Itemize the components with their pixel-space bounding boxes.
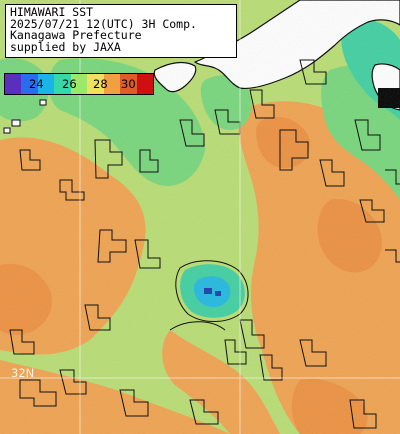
colorbar: 24 26 28 30 — [4, 73, 154, 95]
colorbar-segment — [21, 74, 38, 94]
lat-label: 32N — [11, 366, 35, 380]
colorbar-tick-label: 28 — [93, 77, 108, 91]
title-line-1: HIMAWARI SST — [10, 5, 94, 19]
title-box: HIMAWARI SST 2025/07/21 12(UTC) 3H Comp.… — [5, 4, 237, 58]
title-line-2: 2025/07/21 12(UTC) 3H Comp. — [10, 16, 197, 31]
colorbar-segment — [37, 74, 55, 94]
title-line-3: Kanagawa Prefecture — [10, 28, 142, 42]
colorbar-tick-label: 30 — [121, 77, 136, 91]
colorbar-tick-label: 24 — [29, 77, 44, 91]
colorbar-segment — [70, 74, 88, 94]
colorbar-segment — [54, 74, 71, 94]
colorbar-segment — [136, 74, 153, 94]
colorbar-tick-label: 26 — [62, 77, 77, 91]
colorbar-segment — [5, 74, 22, 94]
colorbar-segment — [103, 74, 121, 94]
colorbar-segment — [120, 74, 137, 94]
colorbar-segment — [87, 74, 104, 94]
title-line-4: supplied by JAXA — [10, 39, 121, 54]
